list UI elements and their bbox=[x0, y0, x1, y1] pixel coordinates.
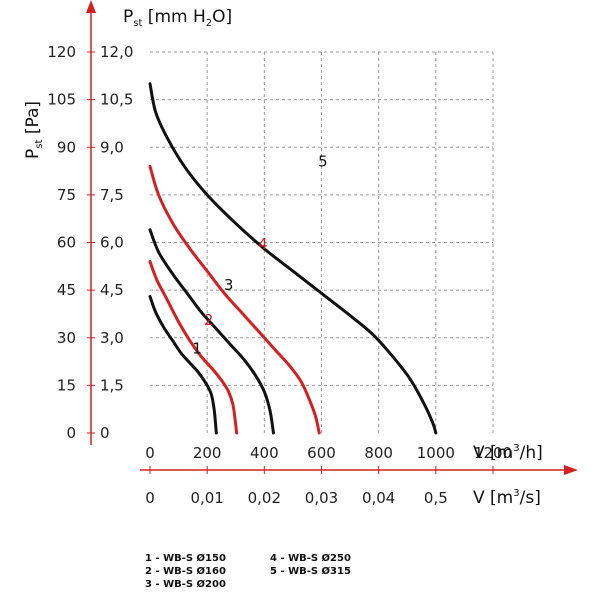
x-tick-label-m3s: 0,03 bbox=[305, 489, 338, 507]
x-tick-label-m3h: 400 bbox=[250, 444, 279, 462]
x-tick-label-m3s: 0 bbox=[145, 489, 155, 507]
y-axis-title-pa: Pst [Pa] bbox=[23, 101, 45, 159]
curve-label-1: 1 bbox=[192, 340, 202, 358]
x-tick-label-m3h: 800 bbox=[364, 444, 393, 462]
y-tick-label-mm: 12,0 bbox=[100, 43, 133, 61]
x-tick-label-m3h: 600 bbox=[307, 444, 336, 462]
legend-item: 3 - WB-S Ø200 bbox=[145, 579, 226, 590]
curve-label-3: 3 bbox=[224, 276, 234, 294]
x-axis-title-m3s: V [m3/s] bbox=[473, 488, 541, 508]
legend-column-2: 4 - WB-S Ø250 5 - WB-S Ø315 bbox=[270, 552, 351, 578]
y-tick-label-mm: 3,0 bbox=[100, 329, 124, 347]
legend-item: 5 - WB-S Ø315 bbox=[270, 566, 351, 577]
y-tick-label-pa: 15 bbox=[57, 376, 76, 394]
y-tick-label-mm: 0 bbox=[100, 424, 110, 442]
legend-item: 1 - WB-S Ø150 bbox=[145, 553, 226, 564]
curve-label-5: 5 bbox=[318, 152, 328, 170]
x-tick-label-m3h: 0 bbox=[145, 444, 155, 462]
x-tick-label-m3h: 1200 bbox=[474, 444, 512, 462]
legend-item: 2 - WB-S Ø160 bbox=[145, 566, 226, 577]
y-tick-label-pa: 30 bbox=[57, 329, 76, 347]
x-tick-label-m3h: 200 bbox=[193, 444, 222, 462]
curve-series-4 bbox=[148, 164, 321, 435]
legend-column-1: 1 - WB-S Ø150 2 - WB-S Ø160 3 - WB-S Ø20… bbox=[145, 552, 226, 591]
y-tick-label-pa: 60 bbox=[57, 234, 76, 252]
y-axis-arrow bbox=[86, 0, 96, 13]
y-axis-title-mm: Pst [mm H2O] bbox=[123, 7, 232, 29]
curve-series-5 bbox=[148, 82, 438, 435]
y-tick-label-pa: 90 bbox=[57, 138, 76, 156]
x-tick-label-m3s: 0,04 bbox=[362, 489, 395, 507]
curve-series-1 bbox=[148, 294, 218, 435]
curve-label-2: 2 bbox=[204, 311, 214, 329]
curve-series-2 bbox=[148, 260, 239, 435]
x-tick-label-m3h: 1000 bbox=[417, 444, 455, 462]
y-tick-label-pa: 105 bbox=[47, 91, 76, 109]
y-tick-label-mm: 1,5 bbox=[100, 376, 124, 394]
y-tick-label-mm: 6,0 bbox=[100, 234, 124, 252]
y-tick-label-mm: 9,0 bbox=[100, 138, 124, 156]
legend-item: 4 - WB-S Ø250 bbox=[270, 553, 351, 564]
y-tick-label-pa: 0 bbox=[66, 424, 76, 442]
y-tick-label-mm: 10,5 bbox=[100, 91, 133, 109]
x-tick-label-m3s: 0,02 bbox=[248, 489, 281, 507]
y-tick-label-pa: 120 bbox=[47, 43, 76, 61]
x-tick-label-m3s: 0,5 bbox=[424, 489, 448, 507]
x-axis-title-m3h: V [m3/h] bbox=[473, 443, 543, 463]
y-tick-label-pa: 75 bbox=[57, 186, 76, 204]
y-tick-label-pa: 45 bbox=[57, 281, 76, 299]
x-tick-label-m3s: 0,01 bbox=[190, 489, 223, 507]
curve-series-3 bbox=[148, 228, 275, 435]
y-tick-label-mm: 4,5 bbox=[100, 281, 124, 299]
curve-label-4: 4 bbox=[258, 235, 268, 253]
x-axis-arrow bbox=[564, 465, 578, 475]
y-tick-label-mm: 7,5 bbox=[100, 186, 124, 204]
